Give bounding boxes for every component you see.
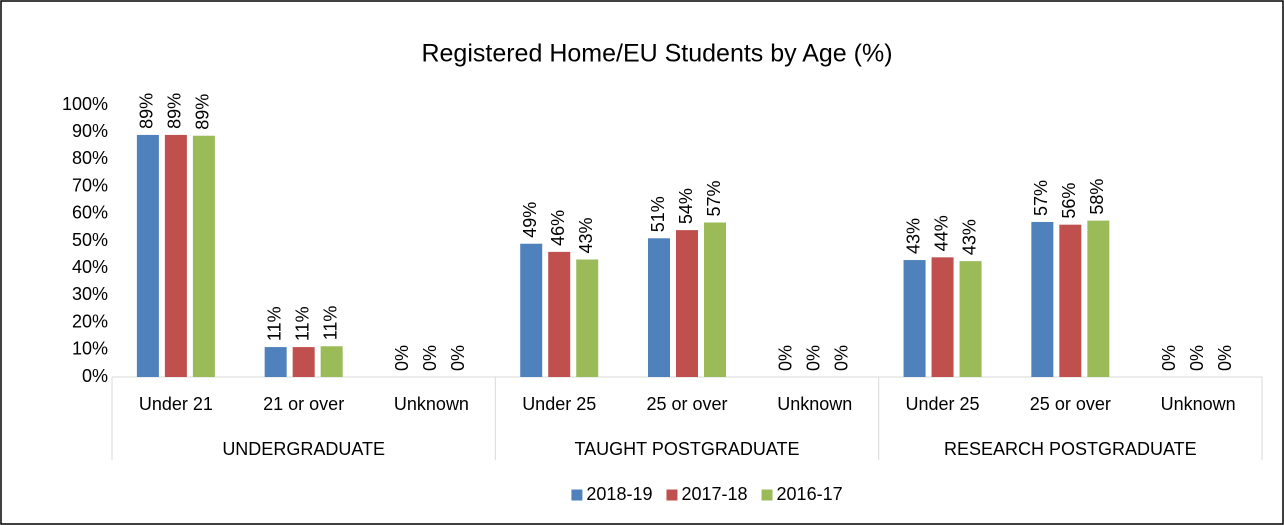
data-label: 11% (292, 306, 312, 341)
y-tick-label: 60% (72, 203, 108, 223)
bar (292, 347, 315, 377)
x-tick-label: Under 25 (522, 394, 596, 414)
bar (648, 238, 670, 377)
bar (192, 135, 215, 377)
data-label: 0% (776, 345, 796, 371)
data-label: 57% (704, 180, 724, 216)
bar (1059, 224, 1082, 377)
legend-swatch (761, 489, 773, 501)
bar (136, 134, 159, 377)
bar (320, 346, 343, 377)
x-tick-label: Unknown (394, 394, 469, 414)
x-tick-label: Under 25 (906, 394, 980, 414)
data-label: 0% (804, 345, 824, 371)
bar (931, 257, 954, 377)
data-label: 0% (1159, 345, 1179, 371)
data-label: 89% (165, 93, 185, 129)
y-tick-label: 80% (72, 148, 108, 168)
data-label: 89% (137, 93, 157, 129)
data-label: 89% (193, 94, 213, 130)
data-label: 0% (832, 345, 852, 371)
data-label: 0% (392, 345, 412, 371)
data-label: 0% (1187, 345, 1207, 371)
y-tick-label: 30% (72, 284, 108, 304)
data-label: 58% (1087, 179, 1107, 215)
legend-swatch (666, 489, 678, 501)
data-label: 43% (576, 217, 596, 253)
legend-swatch (571, 489, 583, 501)
y-tick-label: 50% (72, 230, 108, 250)
x-tick-label: 25 or over (646, 394, 727, 414)
data-label: 49% (520, 202, 540, 238)
data-label: 0% (448, 345, 468, 371)
legend-label: 2017-18 (681, 484, 747, 504)
bar (959, 261, 982, 377)
bar (676, 230, 698, 377)
bar (520, 243, 543, 377)
data-label: 56% (1059, 183, 1079, 219)
group-label: TAUGHT POSTGRADUATE (574, 439, 799, 459)
y-tick-label: 90% (72, 121, 108, 141)
bar (704, 222, 726, 377)
data-label: 46% (548, 210, 568, 246)
x-tick-label: 25 or over (1030, 394, 1111, 414)
data-label: 51% (648, 196, 668, 232)
chart-title: Registered Home/EU Students by Age (%) (421, 40, 892, 68)
legend-label: 2018-19 (586, 484, 652, 504)
y-tick-label: 100% (62, 94, 108, 114)
bar (576, 259, 599, 377)
x-tick-label: Unknown (1161, 394, 1236, 414)
y-tick-label: 20% (72, 311, 108, 331)
data-label: 44% (931, 215, 951, 251)
data-label: 54% (676, 188, 696, 224)
x-tick-label: Unknown (777, 394, 852, 414)
group-label: RESEARCH POSTGRADUATE (944, 439, 1197, 459)
data-label: 0% (1215, 345, 1235, 371)
data-label: 0% (420, 345, 440, 371)
y-tick-label: 40% (72, 257, 108, 277)
legend-label: 2016-17 (777, 484, 843, 504)
y-tick-label: 10% (72, 339, 108, 359)
bar (164, 134, 187, 377)
y-tick-label: 70% (72, 175, 108, 195)
bar (264, 347, 287, 377)
bar (548, 251, 571, 377)
data-label: 57% (1031, 180, 1051, 216)
data-label: 43% (903, 218, 923, 254)
bar (903, 260, 926, 377)
x-tick-label: Under 21 (139, 394, 213, 414)
bar (1031, 221, 1054, 377)
data-label: 43% (959, 219, 979, 255)
y-tick-label: 0% (82, 366, 108, 386)
group-label: UNDERGRADUATE (222, 439, 385, 459)
x-tick-label: 21 or over (263, 394, 344, 414)
data-label: 11% (320, 306, 340, 341)
data-label: 11% (264, 306, 284, 341)
bar (1087, 220, 1110, 377)
